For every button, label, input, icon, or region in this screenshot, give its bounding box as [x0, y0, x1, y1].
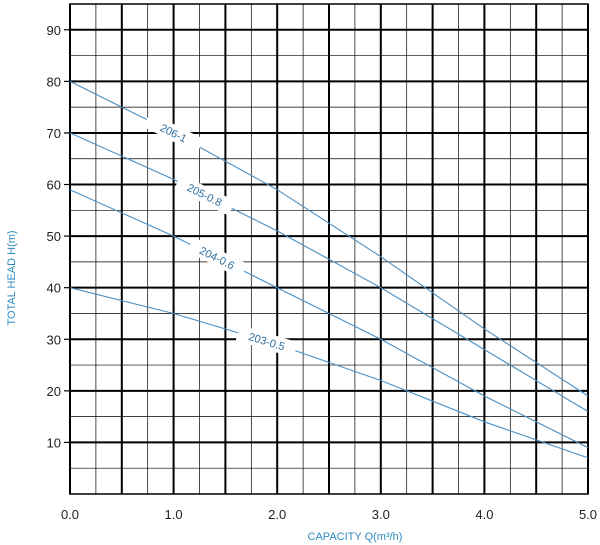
y-tick-label: 20: [47, 384, 61, 399]
x-tick-label: 4.0: [475, 507, 493, 522]
curve-204-0-6: [69, 189, 589, 449]
y-tick-label: 40: [47, 281, 61, 296]
y-tick-label: 70: [47, 126, 61, 141]
y-tick-label: 80: [47, 74, 61, 89]
curve-label-background: [235, 325, 298, 358]
y-tick-label: 30: [47, 332, 61, 347]
curve-label-group: 204-0.6: [186, 237, 248, 279]
plot-frame: [69, 3, 589, 495]
performance-curves: [69, 80, 589, 459]
x-axis-ticks: 0.0 1.0 2.0 3.0 4.0 5.0: [61, 507, 597, 522]
y-tick-label: 50: [47, 229, 61, 244]
curve-label-background: [186, 237, 248, 279]
curve-label-background: [174, 174, 236, 216]
y-tick-label: 60: [47, 178, 61, 193]
x-tick-label: 0.0: [61, 507, 79, 522]
x-tick-label: 5.0: [579, 507, 597, 522]
curve-label-background: [143, 112, 205, 154]
x-axis-title: CAPACITY Q(m³/h): [308, 531, 403, 543]
x-tick-label: 2.0: [268, 507, 286, 522]
y-tick-label: 10: [47, 435, 61, 450]
x-tick-label: 3.0: [372, 507, 390, 522]
curve-label-group: 203-0.5: [235, 325, 298, 358]
curve-205-0-8: [69, 132, 589, 412]
y-axis-title: TOTAL HEAD H(m): [6, 230, 18, 325]
y-axis-ticks: 10 20 30 40 50 60 70 80 90: [47, 23, 70, 450]
x-tick-label: 1.0: [165, 507, 183, 522]
curve-203-0-5: [69, 287, 589, 459]
y-tick-label: 90: [47, 23, 61, 38]
